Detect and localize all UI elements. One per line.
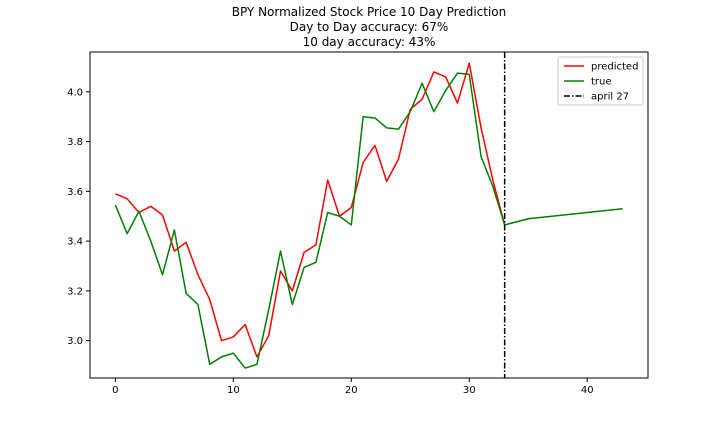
legend-label-predicted: predicted <box>591 62 638 73</box>
x-tick-label: 0 <box>112 385 118 396</box>
y-axis-ticks: 3.0 3.2 3.4 3.6 3.8 4.0 <box>67 87 90 347</box>
y-tick-label: 3.8 <box>67 137 83 148</box>
chart-title-line-1: BPY Normalized Stock Price 10 Day Predic… <box>232 5 507 19</box>
chart-title-line-3: 10 day accuracy: 43% <box>303 35 436 49</box>
x-axis-ticks: 0 10 20 30 40 <box>112 378 594 396</box>
plot-frame <box>89 51 649 379</box>
x-tick-label: 30 <box>463 385 476 396</box>
chart-title: BPY Normalized Stock Price 10 Day Predic… <box>232 5 507 49</box>
legend-box <box>557 56 644 106</box>
series-line-true <box>114 72 623 369</box>
legend: predicted true april 27 <box>557 56 644 106</box>
x-tick-label: 20 <box>345 385 358 396</box>
y-tick-label: 3.0 <box>67 336 83 347</box>
x-tick-label: 40 <box>581 385 594 396</box>
y-tick-label: 3.4 <box>67 237 83 248</box>
y-tick-label: 4.0 <box>67 87 83 98</box>
legend-label-april-27: april 27 <box>591 92 629 103</box>
y-tick-label: 3.2 <box>67 286 83 297</box>
chart-title-line-2: Day to Day accuracy: 67% <box>290 20 449 34</box>
y-tick-label: 3.6 <box>67 187 83 198</box>
legend-label-true: true <box>591 77 612 88</box>
series-line-predicted <box>115 62 506 358</box>
series-layer <box>114 62 623 369</box>
x-tick-label: 10 <box>227 385 240 396</box>
